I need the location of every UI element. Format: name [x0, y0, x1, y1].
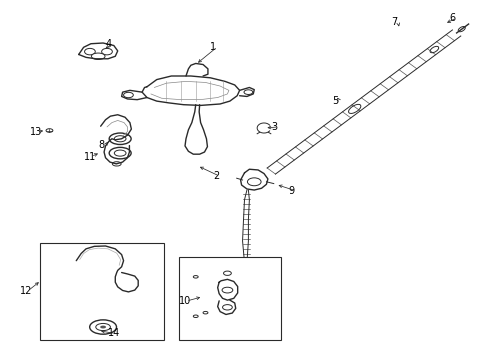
Ellipse shape — [109, 133, 131, 144]
Text: 7: 7 — [390, 17, 396, 27]
Text: 2: 2 — [212, 171, 219, 181]
Ellipse shape — [123, 92, 133, 98]
Text: 5: 5 — [331, 96, 338, 106]
Text: 9: 9 — [288, 186, 294, 196]
Ellipse shape — [46, 129, 53, 132]
Ellipse shape — [223, 271, 231, 275]
Text: 12: 12 — [20, 286, 33, 296]
Ellipse shape — [114, 150, 126, 156]
Text: 11: 11 — [83, 152, 96, 162]
Ellipse shape — [429, 46, 438, 53]
Text: 8: 8 — [98, 140, 104, 150]
Ellipse shape — [112, 162, 121, 166]
Ellipse shape — [91, 53, 105, 59]
Text: 10: 10 — [178, 296, 190, 306]
Ellipse shape — [244, 90, 252, 94]
Text: 4: 4 — [105, 39, 111, 49]
Ellipse shape — [96, 323, 110, 330]
Ellipse shape — [109, 147, 131, 159]
Ellipse shape — [102, 48, 112, 55]
Text: 6: 6 — [448, 13, 454, 23]
Ellipse shape — [247, 178, 261, 186]
Ellipse shape — [203, 311, 207, 314]
Ellipse shape — [84, 48, 95, 55]
Ellipse shape — [457, 27, 465, 32]
Ellipse shape — [89, 320, 116, 334]
Ellipse shape — [193, 315, 198, 318]
Ellipse shape — [100, 325, 106, 328]
Bar — [40, 243, 163, 339]
Text: 1: 1 — [210, 42, 216, 51]
Ellipse shape — [222, 305, 232, 310]
Text: 3: 3 — [271, 122, 277, 132]
Ellipse shape — [114, 136, 126, 142]
Bar — [178, 257, 281, 339]
Ellipse shape — [193, 275, 198, 278]
Text: 13: 13 — [30, 127, 42, 136]
Text: 14: 14 — [108, 328, 120, 338]
Ellipse shape — [222, 287, 232, 293]
Ellipse shape — [348, 104, 360, 113]
